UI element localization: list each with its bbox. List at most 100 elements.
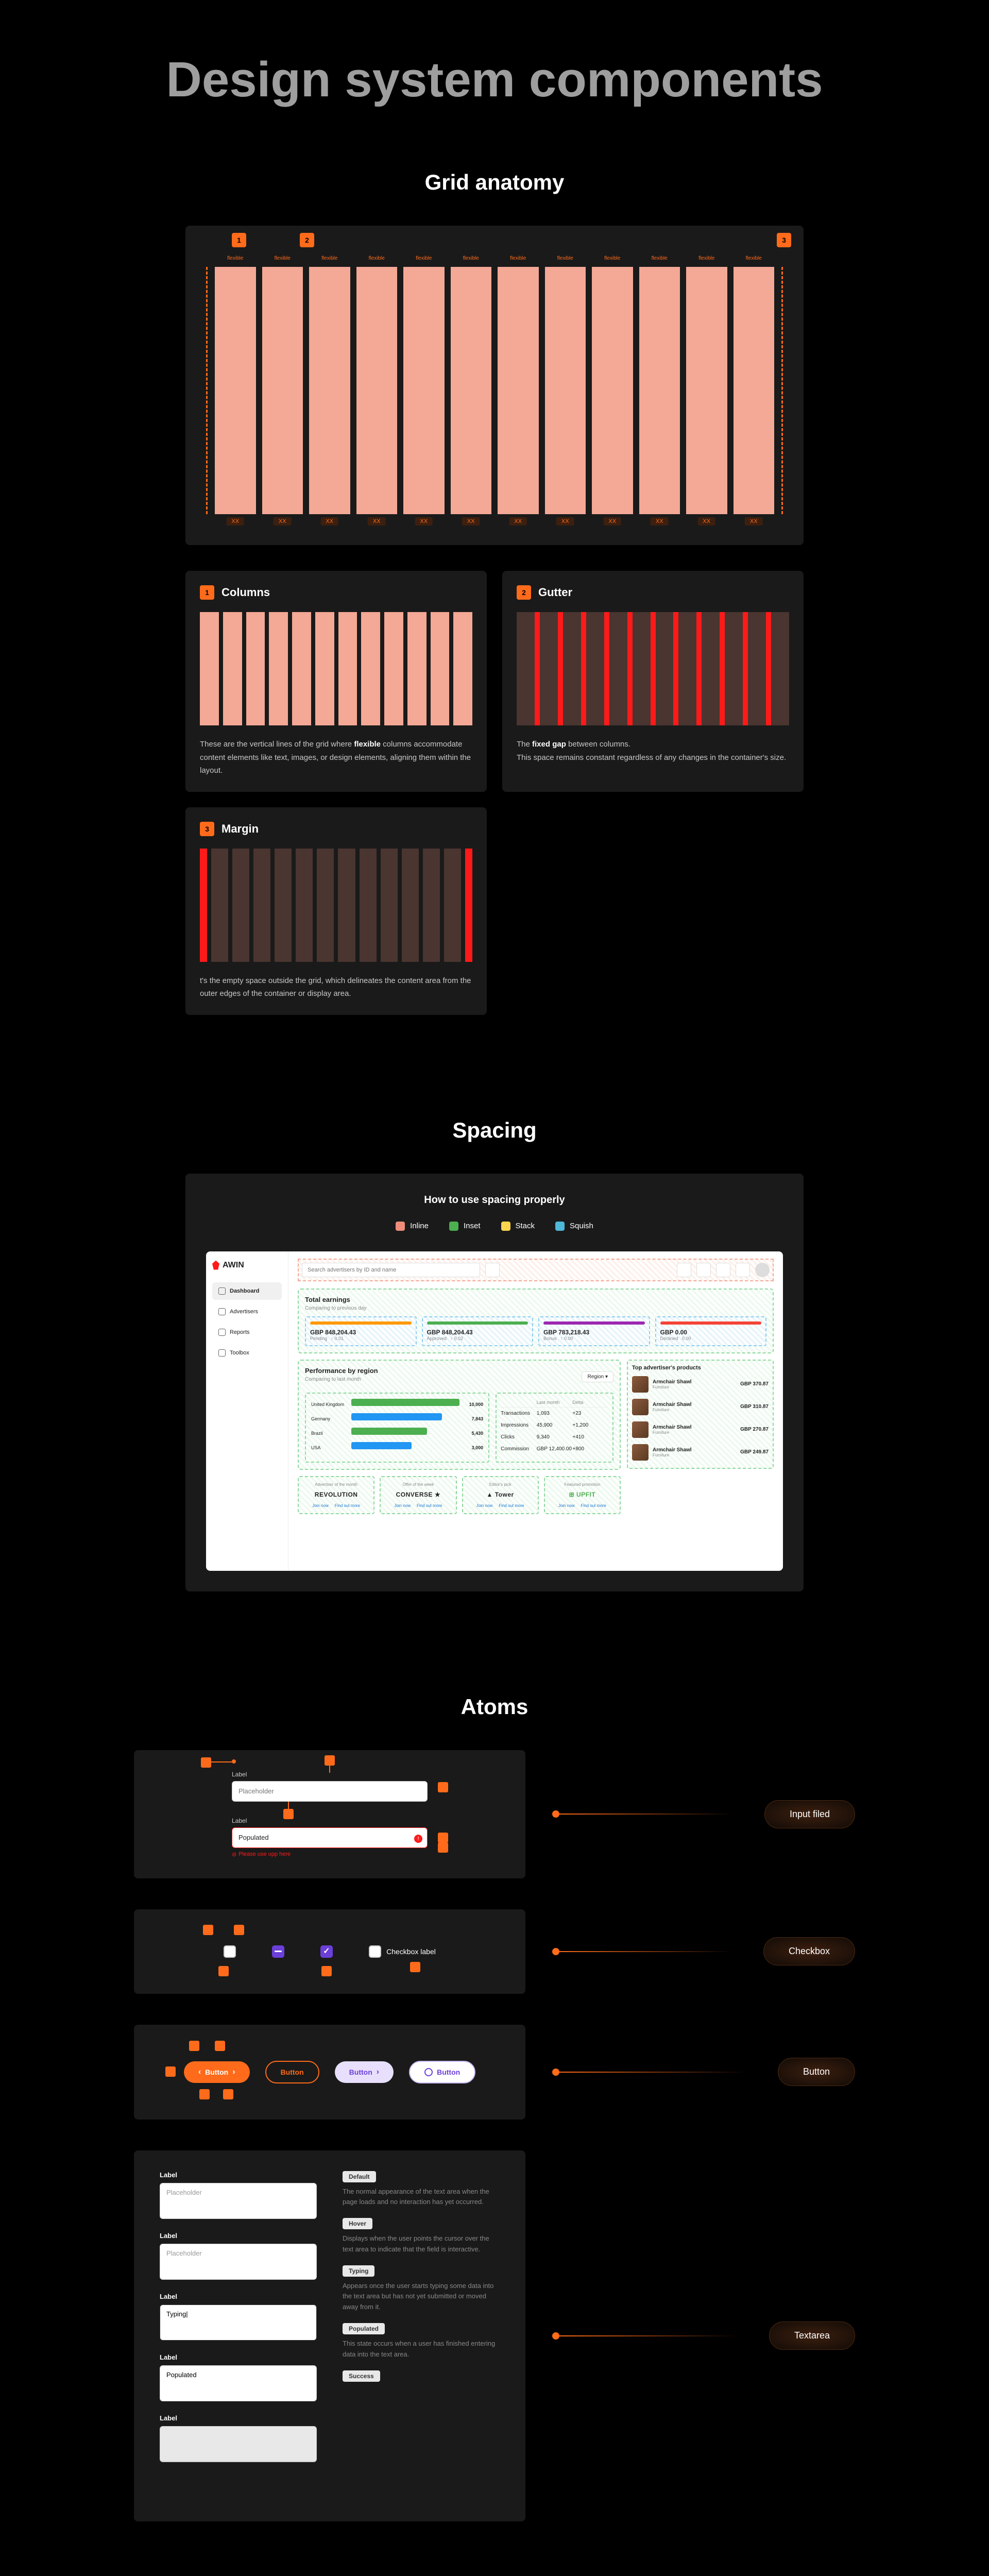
width-label: XX — [556, 517, 574, 526]
columns-card: 1 Columns These are the vertical lines o… — [185, 571, 487, 792]
state-badge: Success — [343, 2370, 380, 2382]
nav-item[interactable]: Dashboard — [212, 1282, 282, 1300]
width-label: XX — [603, 517, 621, 526]
join-link[interactable]: Join now — [312, 1503, 329, 1508]
annotation-marker — [218, 1966, 229, 1976]
grid-section-title: Grid anatomy — [425, 170, 565, 195]
grid-column: flexibleXX — [592, 267, 633, 514]
checkbox-checked[interactable] — [320, 1945, 333, 1958]
textarea-field[interactable]: Placeholder — [160, 2183, 317, 2219]
bar-value: 5,430 — [472, 1431, 484, 1436]
width-label: XX — [274, 517, 292, 526]
legend-item: Inset — [449, 1222, 481, 1231]
more-link[interactable]: Find out more — [499, 1503, 524, 1508]
grid-icon[interactable] — [696, 1263, 711, 1277]
filter-dropdown[interactable]: Region ▾ — [582, 1371, 613, 1382]
product-name: Armchair Shawl — [653, 1379, 736, 1385]
advertiser-row[interactable]: Armchair ShawlFurnitureGBP 310.87 — [632, 1396, 769, 1418]
performance-table: Last monthDeltaTransactions1,093+23Impre… — [496, 1393, 613, 1463]
cell: Clicks — [501, 1434, 537, 1440]
search-icon[interactable] — [485, 1263, 500, 1277]
grid-column: flexibleXX — [686, 267, 727, 514]
more-link[interactable]: Find out more — [335, 1503, 360, 1508]
nav-item[interactable]: Reports — [212, 1324, 282, 1341]
cell: +23 — [572, 1411, 608, 1416]
earnings-card: GBP 848,204.43Pending ↑ 0.01 — [305, 1316, 417, 1346]
advertiser-row[interactable]: Armchair ShawlFurnitureGBP 270.87 — [632, 1418, 769, 1441]
earnings-card: GBP 783,218.43Bonus ↑ 0.00 — [538, 1316, 650, 1346]
earn-label: Approved ↑ 0.02 — [427, 1336, 528, 1341]
spacing-card: How to use spacing properly InlineInsetS… — [185, 1174, 804, 1591]
text-input[interactable] — [232, 1781, 428, 1802]
nav-item[interactable]: Advertisers — [212, 1303, 282, 1320]
grid-anatomy-diagram: 1 2 3 flexibleXXflexibleXXflexibleXXflex… — [185, 226, 804, 545]
outline-button[interactable]: Button — [265, 2061, 319, 2083]
text-input[interactable] — [232, 1827, 428, 1848]
textarea-field[interactable]: Typing| — [160, 2304, 317, 2341]
more-link[interactable]: Find out more — [417, 1503, 442, 1508]
light-button[interactable]: Button› — [335, 2061, 394, 2083]
nav-label: Advertisers — [230, 1309, 258, 1315]
help-icon[interactable] — [736, 1263, 750, 1277]
textarea-label: Label — [160, 2171, 317, 2179]
textarea-field[interactable] — [160, 2426, 317, 2462]
state-description: DefaultThe normal appearance of the text… — [343, 2171, 500, 2208]
textarea-label: Label — [160, 2353, 317, 2361]
earnings-card: GBP 0.00Declined 0.00 — [655, 1316, 767, 1346]
bell-icon[interactable] — [677, 1263, 691, 1277]
state-badge: Populated — [343, 2323, 385, 2334]
marker-3: 3 — [777, 233, 791, 247]
more-link[interactable]: Find out more — [581, 1503, 606, 1508]
fade-overlay — [134, 2460, 525, 2521]
outline-purple-button[interactable]: Button — [409, 2061, 475, 2083]
checkbox-indeterminate[interactable] — [272, 1945, 284, 1958]
panel-subtitle: Comparing to previous day — [305, 1306, 766, 1311]
checkbox-atom-row: Checkbox label Checkbox — [134, 1909, 855, 1994]
nav-label: Reports — [230, 1329, 250, 1335]
mini-column — [407, 612, 427, 725]
dashboard-sidebar: AWIN DashboardAdvertisersReportsToolbox — [206, 1251, 288, 1571]
state-description: HoverDisplays when the user points the c… — [343, 2218, 500, 2255]
state-text: The normal appearance of the text area w… — [343, 2187, 500, 2208]
advertiser-row[interactable]: Armchair ShawlFurnitureGBP 249.87 — [632, 1441, 769, 1464]
textarea-field[interactable]: Placeholder — [160, 2244, 317, 2280]
textarea-group: LabelPlaceholder — [160, 2232, 317, 2282]
avatar[interactable] — [755, 1263, 770, 1277]
col-header — [501, 1400, 537, 1405]
settings-icon[interactable] — [716, 1263, 730, 1277]
state-badge: Typing — [343, 2265, 374, 2277]
join-link[interactable]: Join now — [476, 1503, 493, 1508]
checkbox-unchecked[interactable] — [224, 1945, 236, 1958]
advertiser-row[interactable]: Armchair ShawlFurnitureGBP 370.87 — [632, 1373, 769, 1396]
checkbox-with-label[interactable]: Checkbox label — [369, 1945, 436, 1958]
bar — [351, 1428, 427, 1435]
margin-card: 3 Margin t's the empty space outside the… — [185, 807, 487, 1015]
bar-label: Germany — [311, 1416, 347, 1421]
legend-item: Squish — [555, 1222, 593, 1231]
legend-label: Stack — [516, 1222, 535, 1230]
nav-item[interactable]: Toolbox — [212, 1344, 282, 1362]
join-link[interactable]: Join now — [558, 1503, 575, 1508]
panel-title: Performance by region — [305, 1367, 378, 1375]
error-icon: ! — [414, 1835, 422, 1843]
textarea-field[interactable]: Populated — [160, 2365, 317, 2401]
bar — [351, 1413, 442, 1420]
primary-button[interactable]: ‹Button› — [184, 2061, 250, 2083]
annotation-marker — [410, 1962, 420, 1972]
state-text: Appears once the user starts typing some… — [343, 2281, 500, 2313]
grid-column: flexibleXX — [356, 267, 398, 514]
flexible-label: flexible — [369, 256, 385, 261]
dashboard-main: Total earnings Comparing to previous day… — [288, 1251, 783, 1571]
chevron-left-icon: ‹ — [198, 2067, 201, 2077]
earn-label: Declined 0.00 — [660, 1336, 762, 1341]
panel-title: Top advertiser's products — [632, 1365, 769, 1371]
product-category: Furniture — [653, 1453, 736, 1458]
atom-label: Checkbox — [763, 1937, 855, 1965]
join-link[interactable]: Join now — [394, 1503, 411, 1508]
grid-column: flexibleXX — [309, 267, 350, 514]
button-atom-row: ‹Button› Button Button› Button Button — [134, 2025, 855, 2120]
search-input[interactable] — [302, 1263, 480, 1277]
checkbox-unchecked[interactable] — [369, 1945, 381, 1958]
grid-column: flexibleXX — [639, 267, 680, 514]
cell: Commission — [501, 1446, 537, 1452]
